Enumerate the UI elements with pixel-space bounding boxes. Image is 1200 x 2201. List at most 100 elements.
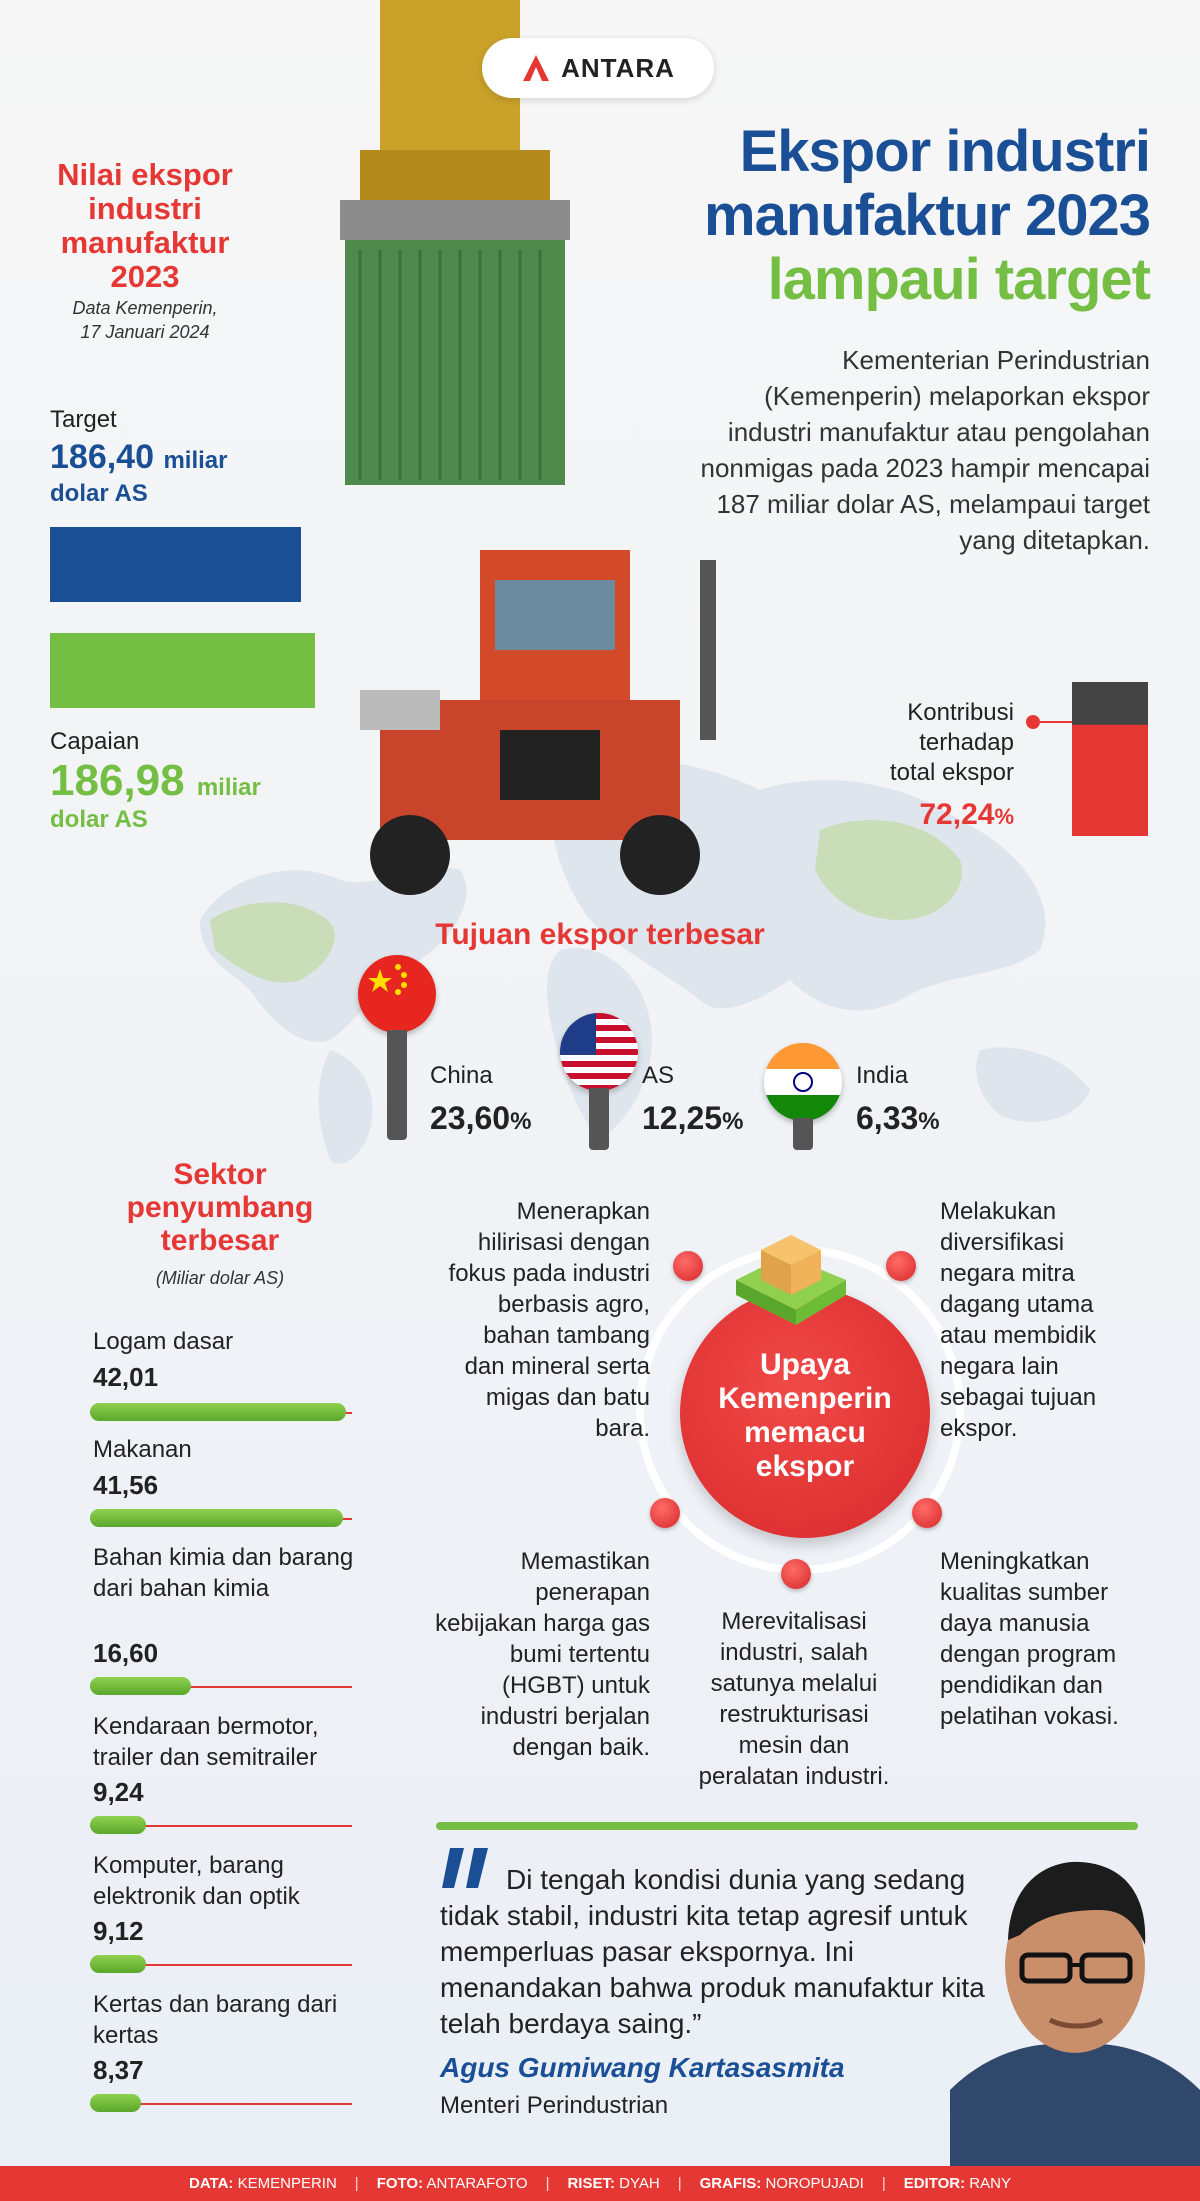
destination-unit-as: %	[722, 1108, 744, 1135]
contribution-bar-fill	[1072, 724, 1148, 836]
quote-divider	[436, 1822, 1138, 1830]
footer-credits: DATA: KEMENPERIN | FOTO: ANTARAFOTO | RI…	[0, 2166, 1200, 2201]
contribution-label: Kontribusi terhadap total ekspor	[794, 698, 1014, 788]
target-label: Target	[50, 406, 117, 433]
destination-unit-china: %	[510, 1108, 532, 1135]
sector-name-1: Logam dasar	[93, 1328, 234, 1355]
title-line-1: Ekspor industri	[739, 119, 1151, 184]
sectors-title: Sektor penyumbang terbesar	[126, 1158, 314, 1257]
sector-value-5: 9,12	[93, 1916, 144, 1946]
contribution-line-2: terhadap	[919, 729, 1014, 756]
contribution-value: 72,24%	[919, 798, 1014, 832]
title-line-2: manufaktur 2023	[704, 183, 1151, 248]
credit-data: DATA: KEMENPERIN	[189, 2175, 337, 2192]
destination-number-india: 6,33	[856, 1100, 919, 1136]
capaian-label: Capaian	[50, 728, 140, 755]
sector-name-2: Makanan	[93, 1436, 192, 1463]
china-flag-icon	[358, 955, 436, 1033]
sector-value-2: 41,56	[93, 1470, 159, 1500]
left-source: Data Kemenperin, 17 Januari 2024	[30, 296, 260, 344]
upaya-item-1: Menerapkan hilirisasi dengan fokus pada …	[448, 1198, 650, 1442]
upaya-item-4: Merevitalisasi industri, salah satunya m…	[698, 1608, 890, 1790]
sector-value-1: 42,01	[93, 1362, 159, 1392]
target-bar	[50, 527, 301, 602]
destination-unit-india: %	[918, 1108, 940, 1135]
india-pin	[793, 1118, 813, 1150]
title-line-3: lampaui target	[767, 247, 1151, 312]
capaian-bar	[50, 633, 315, 708]
sector-name-5: Komputer, barang elektronik dan optik	[93, 1852, 300, 1910]
sector-name-4: Kendaraan bermotor, trailer dan semitrai…	[93, 1713, 319, 1771]
destination-value-china: 23,60%	[430, 1100, 531, 1137]
target-number: 186,40	[50, 438, 154, 476]
box-pallet-icon	[736, 1235, 846, 1325]
sector-name-6: Kertas dan barang dari kertas	[93, 1991, 338, 2049]
upaya-center-line-3: memacu	[744, 1416, 866, 1449]
destination-name-as: AS	[642, 1062, 675, 1089]
target-suffix: miliar	[163, 447, 228, 474]
sector-bar-3	[90, 1677, 192, 1695]
destination-name-india: India	[856, 1062, 909, 1089]
sector-line-4	[90, 1825, 352, 1827]
quote-speaker: Agus Gumiwang Kartasasmita	[440, 2052, 845, 2083]
quote-mark-icon	[442, 1848, 488, 1888]
upaya-item-3: Memastikan penerapan kebijakan harga gas…	[435, 1548, 650, 1761]
capaian-number: 186,98	[50, 756, 185, 805]
credit-grafis: GRAFIS: NOROPUJADI	[699, 2175, 864, 2192]
contribution-line-1: Kontribusi	[907, 699, 1014, 726]
upaya-dot-5	[912, 1498, 942, 1528]
credit-separator: |	[545, 2175, 550, 2192]
sector-line-3	[90, 1686, 352, 1688]
antara-logo: ANTARA	[482, 38, 714, 98]
contribution-pointer-line	[1040, 721, 1074, 723]
antara-mark-icon	[523, 55, 550, 81]
destination-value-as: 12,25%	[642, 1100, 743, 1137]
intro-paragraph: Kementerian Perindustrian (Kemenperin) m…	[700, 345, 1150, 555]
upaya-dot-1	[673, 1251, 703, 1281]
upaya-item-5: Meningkatkan kualitas sumber daya manusi…	[940, 1548, 1119, 1730]
credit-editor: EDITOR: RANY	[903, 2175, 1011, 2192]
credit-separator: |	[677, 2175, 682, 2192]
destinations-title: Tujuan ekspor terbesar	[435, 918, 765, 951]
capaian-unit: dolar AS	[50, 806, 148, 833]
sector-bar-5	[90, 1955, 146, 1973]
india-flag-icon	[764, 1043, 842, 1121]
sector-line-6	[90, 2103, 352, 2105]
upaya-item-2: Melakukan diversifikasi negara mitra dag…	[940, 1198, 1097, 1442]
speaker-portrait	[950, 1861, 1200, 2170]
upaya-dot-2	[886, 1251, 916, 1281]
upaya-center-line-4: ekspor	[755, 1450, 855, 1483]
contribution-bar	[1072, 682, 1148, 836]
upaya-center-line-1: Upaya	[759, 1348, 851, 1381]
target-unit: dolar AS	[50, 480, 148, 507]
destination-name-china: China	[430, 1062, 493, 1089]
upaya-circle	[680, 1288, 930, 1538]
china-pin	[387, 1030, 407, 1140]
upaya-circle-text: Upaya Kemenperin memacu ekspor	[680, 1348, 930, 1484]
sector-bar-4	[90, 1816, 147, 1834]
destination-number-china: 23,60	[430, 1100, 511, 1136]
source-line-1: Data Kemenperin,	[72, 298, 218, 318]
credit-riset: RISET: DYAH	[567, 2175, 660, 2192]
sector-value-6: 8,37	[93, 2055, 144, 2085]
sector-bar-1	[90, 1403, 346, 1421]
credit-separator: |	[354, 2175, 359, 2192]
upaya-center-line-2: Kemenperin	[718, 1382, 892, 1415]
main-title: Ekspor industri manufaktur 2023 lampaui …	[590, 119, 1151, 312]
contribution-pointer-dot	[1026, 715, 1040, 729]
sectors-unit-note: (Miliar dolar AS)	[155, 1268, 285, 1288]
world-map-background	[200, 759, 1090, 1164]
sector-bar-6	[90, 2094, 141, 2112]
usa-flag-icon	[560, 1013, 638, 1091]
source-line-2: 17 Januari 2024	[80, 322, 210, 342]
contribution-unit: %	[994, 804, 1014, 829]
quote-text: Di tengah kondisi dunia yang sedang tida…	[440, 1864, 985, 2039]
brand-name: ANTARA	[561, 52, 675, 83]
credit-foto: FOTO: ANTARAFOTO	[376, 2175, 528, 2192]
sector-value-3: 16,60	[93, 1638, 159, 1668]
contribution-number: 72,24	[919, 798, 995, 831]
target-value: 186,40 miliar	[50, 438, 227, 477]
upaya-dot-3	[650, 1498, 680, 1528]
upaya-dot-4	[781, 1559, 811, 1589]
